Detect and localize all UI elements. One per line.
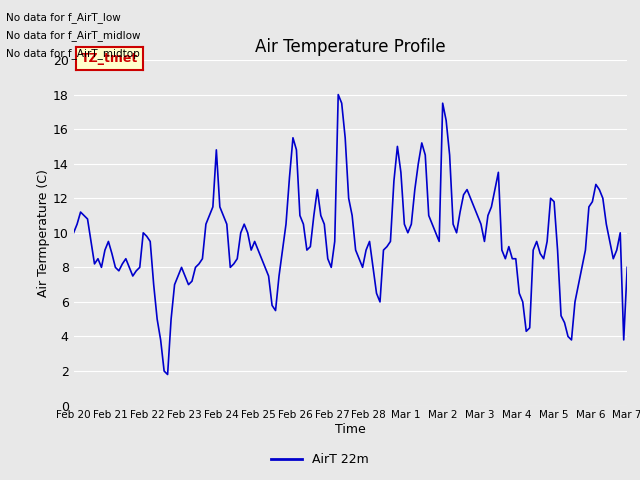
- Text: TZ_tmet: TZ_tmet: [81, 51, 138, 65]
- Text: No data for f_AirT_midlow: No data for f_AirT_midlow: [6, 30, 141, 41]
- Y-axis label: Air Termperature (C): Air Termperature (C): [37, 169, 50, 297]
- Title: Air Temperature Profile: Air Temperature Profile: [255, 37, 445, 56]
- X-axis label: Time: Time: [335, 423, 366, 436]
- Text: No data for f_AirT_low: No data for f_AirT_low: [6, 12, 121, 23]
- Text: No data for f_AirT_midtop: No data for f_AirT_midtop: [6, 48, 140, 60]
- Legend: AirT 22m: AirT 22m: [266, 448, 374, 471]
